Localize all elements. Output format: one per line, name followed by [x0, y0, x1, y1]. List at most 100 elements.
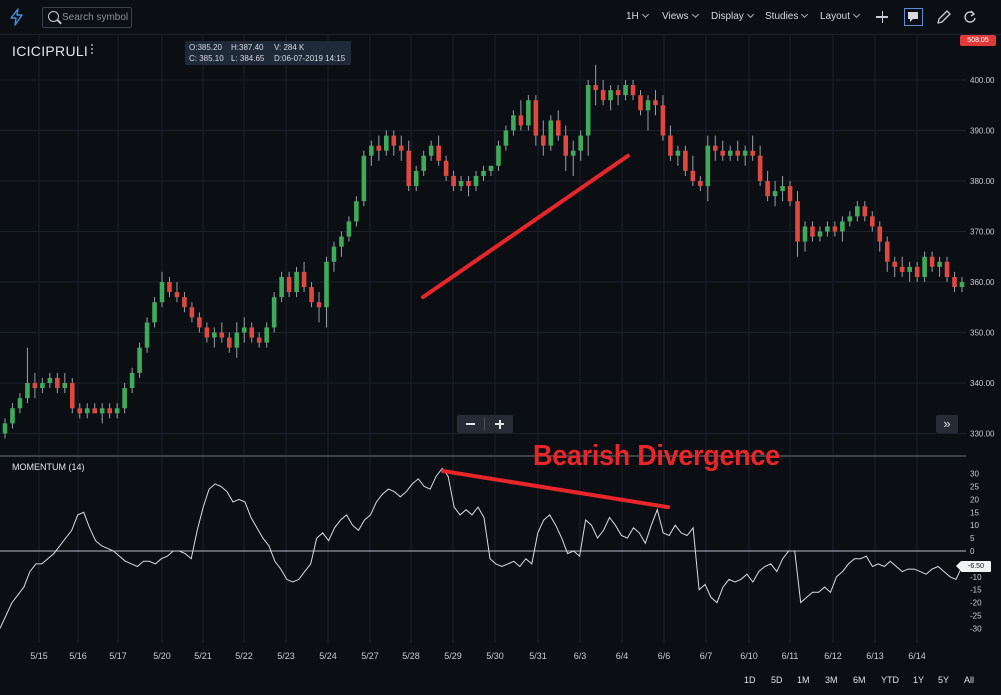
candle-down: [683, 150, 688, 171]
last-price-badge: 508.05: [960, 35, 996, 46]
candle-up: [84, 408, 90, 414]
candle-up: [675, 150, 681, 156]
candle-down: [533, 100, 539, 136]
range-ytd-button[interactable]: YTD: [881, 675, 899, 685]
chevron-down-icon: [852, 10, 861, 19]
more-options-icon[interactable]: [90, 44, 94, 58]
time-tick-label: 6/3: [574, 651, 587, 661]
search-box[interactable]: [42, 7, 132, 28]
chevron-down-icon: [691, 10, 699, 19]
time-tick-label: 6/10: [740, 651, 758, 661]
candle-up: [511, 115, 516, 131]
ohlc-date: D:06-07-2019 14:15: [274, 54, 346, 63]
candle-down: [555, 120, 561, 136]
candle-down: [518, 115, 524, 126]
candle-down: [757, 155, 763, 181]
candle-up: [346, 221, 352, 237]
range-3m-button[interactable]: 3M: [825, 675, 838, 685]
momentum-tick-label: -10: [970, 573, 982, 582]
range-6m-button[interactable]: 6M: [853, 675, 866, 685]
time-tick-label: 6/12: [824, 651, 842, 661]
candle-down: [301, 271, 307, 288]
price-tick-label: 360.00: [970, 278, 995, 287]
time-axis: 5/15 5/16 5/17 5/20 5/21 5/22 5/23 5/24 5/27 5/28…: [30, 651, 926, 661]
candle-down: [690, 170, 696, 181]
candle-up: [339, 236, 344, 247]
zoom-out-button[interactable]: [457, 415, 484, 433]
time-tick-label: 5/29: [444, 651, 462, 661]
views-menu[interactable]: Views: [662, 10, 699, 22]
candle-down: [32, 383, 38, 389]
candle-up: [361, 155, 367, 202]
range-5y-button[interactable]: 5Y: [938, 675, 950, 685]
candle-down: [660, 105, 666, 136]
ohlc-high: H:387.40: [231, 43, 264, 52]
candle-up: [40, 383, 45, 389]
display-menu-label: Display: [711, 11, 744, 22]
range-1d-button[interactable]: 1D: [744, 675, 756, 685]
pencil-icon[interactable]: [935, 8, 953, 26]
candle-up: [780, 186, 785, 192]
candle-up: [585, 85, 591, 136]
ohlc-close: C: 385.10: [189, 54, 224, 63]
candle-down: [795, 201, 800, 242]
interval-label: 1H: [626, 11, 639, 22]
candle-down: [600, 90, 606, 101]
candle-down: [182, 297, 187, 308]
candle-up: [907, 266, 912, 272]
momentum-line: [0, 467, 963, 629]
candle-up: [481, 170, 486, 176]
candle-up: [922, 256, 927, 277]
candle-up: [526, 100, 531, 126]
candle-up: [473, 175, 479, 187]
candle-up: [144, 322, 150, 348]
candle-down: [698, 181, 703, 187]
candle-up: [279, 276, 284, 298]
refresh-icon[interactable]: [961, 8, 979, 26]
price-tick-label: 370.00: [970, 228, 995, 237]
candle-down: [944, 261, 950, 277]
candle-down: [810, 226, 815, 237]
momentum-tick-label: 0: [970, 547, 975, 556]
candle-down: [869, 216, 875, 227]
candlestick-series: [2, 64, 965, 439]
candle-down: [615, 90, 621, 96]
candle-up: [129, 372, 135, 389]
candle-down: [735, 150, 741, 156]
candle-down: [309, 287, 314, 303]
range-all-button[interactable]: All: [964, 675, 975, 685]
zoom-in-button[interactable]: [486, 415, 513, 433]
candle-down: [226, 337, 232, 348]
layout-menu-label: Layout: [820, 11, 851, 22]
display-menu[interactable]: Display: [711, 10, 754, 22]
candle-up: [122, 388, 127, 409]
range-1m-button[interactable]: 1M: [797, 675, 810, 685]
interval-dropdown[interactable]: 1H: [626, 10, 649, 22]
candle-up: [234, 332, 240, 348]
layout-menu[interactable]: Layout: [820, 10, 861, 22]
candle-down: [107, 408, 112, 414]
candle-down: [219, 332, 225, 338]
comment-icon[interactable]: [904, 8, 923, 26]
candle-down: [286, 276, 292, 293]
plus-icon[interactable]: [873, 8, 891, 26]
candle-down: [668, 135, 673, 156]
chevron-down-icon: [801, 10, 809, 19]
studies-menu[interactable]: Studies: [765, 10, 809, 22]
candle-down: [69, 383, 75, 409]
bolt-icon[interactable]: [8, 8, 26, 26]
price-tick-label: 400.00: [970, 76, 995, 85]
scroll-to-latest-button[interactable]: »: [936, 415, 958, 433]
candle-up: [937, 261, 942, 267]
top-toolbar: 1H Views Display Studies Layout: [0, 0, 1001, 35]
search-input[interactable]: [62, 10, 130, 25]
momentum-tick-label: 20: [970, 495, 979, 504]
candle-down: [593, 85, 598, 91]
candle-up: [458, 181, 464, 187]
price-axis: 400.00 390.00 380.00 370.00 360.00 350.00 340.…: [970, 76, 995, 439]
candle-up: [137, 347, 142, 373]
range-5d-button[interactable]: 5D: [771, 675, 783, 685]
momentum-tick-label: 25: [970, 483, 979, 492]
range-1y-button[interactable]: 1Y: [913, 675, 925, 685]
